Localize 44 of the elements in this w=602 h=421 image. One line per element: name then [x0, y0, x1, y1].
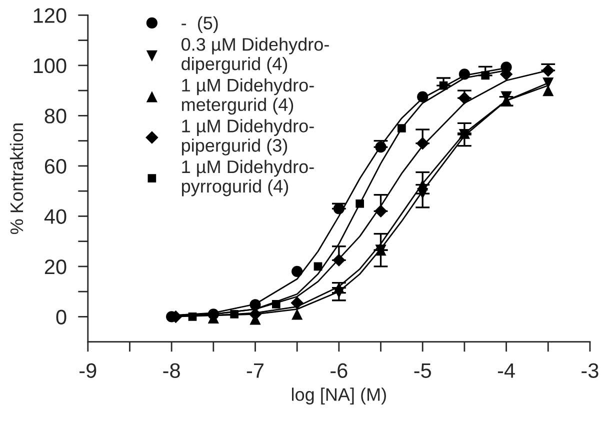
point: [542, 64, 555, 77]
point: [292, 308, 303, 320]
point: [458, 68, 470, 80]
point: [458, 92, 471, 104]
legend-label: 1 µM Didehydro- metergurid (4): [182, 78, 314, 115]
point: [314, 262, 322, 271]
y-tick-label: 40: [44, 209, 66, 224]
point: [292, 266, 303, 278]
point: [188, 312, 197, 321]
point: [416, 136, 429, 150]
point: [439, 81, 448, 90]
point: [230, 310, 238, 318]
x-tick-label: -6: [330, 363, 348, 378]
x-tick-label: -9: [80, 363, 96, 378]
y-tick-label: 0: [56, 310, 66, 324]
point: [250, 299, 261, 310]
x-tick-label: -8: [163, 363, 180, 378]
point: [333, 203, 344, 214]
point: [272, 300, 280, 308]
legend-label: 1 µM Didehydro- pyrrogurid (4): [182, 160, 314, 196]
point: [332, 254, 346, 267]
legend-label: 0.3 µM Didehydro- dipergurid (4): [182, 38, 329, 74]
y-tick-label: 120: [34, 8, 66, 23]
point: [356, 199, 364, 208]
y-tick-label: 100: [34, 58, 66, 74]
x-tick-label: -5: [414, 363, 431, 378]
legend-label: - (5): [182, 16, 218, 34]
point: [398, 124, 406, 132]
x-tick-label: -7: [246, 363, 264, 378]
y-tick-label: 80: [44, 108, 66, 124]
point: [333, 282, 344, 294]
x-tick-label: -4: [498, 363, 515, 378]
point: [375, 142, 386, 153]
y-tick-label: 20: [44, 259, 66, 274]
x-axis-title: log [NA] (M): [292, 388, 386, 404]
point: [374, 204, 388, 218]
point: [481, 71, 490, 80]
point: [290, 296, 304, 310]
point: [417, 91, 428, 102]
legend-label: 1 µM Didehydro- pipergurid (3): [182, 119, 314, 156]
y-axis-title: % Kontraktion: [10, 123, 24, 234]
x-tick-label: -3: [582, 363, 598, 378]
y-tick-label: 60: [44, 158, 66, 174]
point: [417, 179, 428, 190]
